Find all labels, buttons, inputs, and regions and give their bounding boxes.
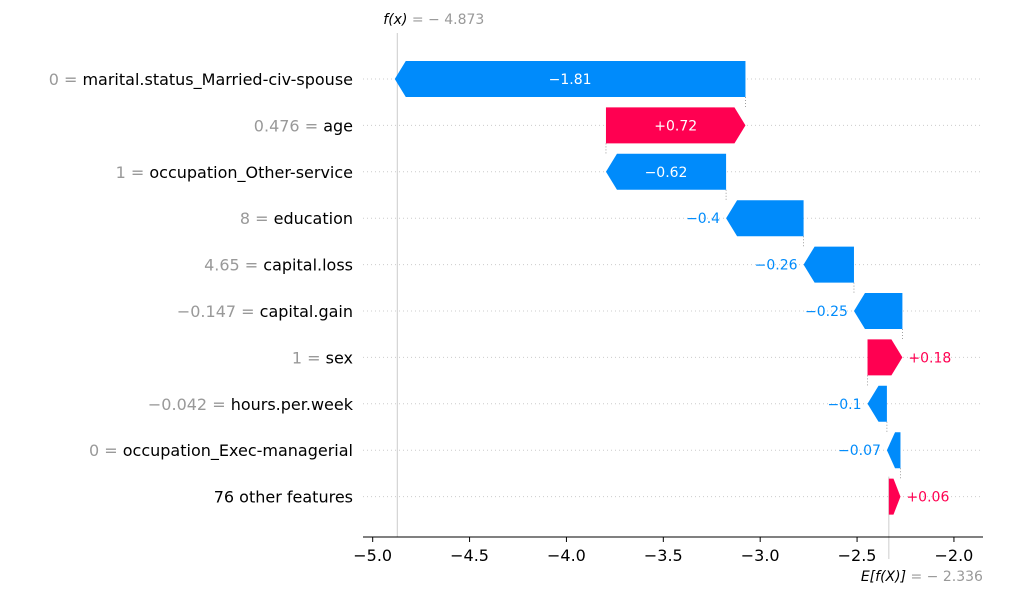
base-value-symbol: E[f(X)] <box>861 569 906 585</box>
fx-label-symbol: f(x) <box>383 12 407 28</box>
feature-label: 4.65 = capital.loss <box>204 256 353 275</box>
feature-labels: 0 = marital.status_Married-civ-spouse 0.4… <box>49 70 354 507</box>
feature-name: capital.gain <box>260 302 353 321</box>
feature-label: 1 = occupation_Other-service <box>116 163 353 183</box>
bar-positive <box>605 107 746 144</box>
contribution-bars: −1.81 +0.72 −0.62 −0.4 −0.26 −0.25 +0.18 −0.1 −0… <box>394 61 951 515</box>
feature-value: 4.65 = <box>204 256 263 275</box>
bar-negative <box>853 293 903 329</box>
x-tick-label: −3.0 <box>741 546 780 565</box>
feature-value: 0 = <box>89 441 123 460</box>
bar-negative <box>803 246 854 283</box>
feature-name: sex <box>326 348 353 367</box>
feature-value: −0.147 = <box>177 302 260 321</box>
x-tick-label: −3.5 <box>644 546 683 565</box>
feature-name: hours.per.week <box>231 395 354 414</box>
bar-value-label: −0.1 <box>828 397 862 413</box>
x-tick-label: −2.0 <box>935 546 974 565</box>
fx-label-value: = − 4.873 <box>407 12 484 28</box>
feature-value: 0 = <box>49 70 83 89</box>
feature-value: 0.476 = <box>254 116 323 135</box>
feature-name: 76 other features <box>214 488 353 507</box>
feature-value: −0.042 = <box>148 395 231 414</box>
x-tick-label: −4.0 <box>547 546 586 565</box>
bar-value-label: +0.72 <box>654 118 697 134</box>
bar-negative <box>605 153 727 190</box>
bar-positive <box>888 478 901 515</box>
bar-value-label: +0.06 <box>906 490 949 506</box>
feature-value: 8 = <box>240 209 274 228</box>
bar-positive <box>867 339 903 376</box>
x-tick-label: −4.5 <box>450 546 489 565</box>
feature-name: marital.status_Married-civ-spouse <box>82 70 353 90</box>
feature-label: 8 = education <box>240 209 353 228</box>
base-value-number: = − 2.336 <box>906 569 983 585</box>
bar-value-label: −0.25 <box>805 304 848 320</box>
feature-label: 1 = sex <box>292 348 353 367</box>
bar-value-label: −0.62 <box>645 165 688 181</box>
feature-label: −0.147 = capital.gain <box>177 302 353 321</box>
feature-label: 0 = marital.status_Married-civ-spouse <box>49 70 353 90</box>
bar-value-label: −0.07 <box>838 443 881 459</box>
bar-value-label: −0.26 <box>755 258 798 274</box>
bar-value-label: −1.81 <box>549 72 592 88</box>
x-tick-label: −5.0 <box>353 546 392 565</box>
feature-label: 0.476 = age <box>254 116 353 135</box>
feature-name: occupation_Exec-managerial <box>123 441 353 461</box>
bar-negative <box>726 200 804 237</box>
bar-negative <box>394 61 746 97</box>
feature-label: −0.042 = hours.per.week <box>148 395 354 414</box>
feature-label: 76 other features <box>214 488 353 507</box>
feature-value: 1 = <box>292 348 326 367</box>
feature-name: occupation_Other-service <box>149 163 353 183</box>
fx-label: f(x) = − 4.873 <box>383 12 484 28</box>
bar-negative <box>867 385 887 422</box>
feature-name: capital.loss <box>263 256 353 275</box>
feature-label: 0 = occupation_Exec-managerial <box>89 441 353 461</box>
bar-negative <box>886 432 901 469</box>
bar-value-label: −0.4 <box>686 211 720 227</box>
feature-value: 1 = <box>116 163 150 182</box>
x-axis: f(x) = − 4.873 −5.0 −4.5 −4.0 −3.5 −3.0 −2.5 −2… <box>353 12 983 585</box>
feature-name: education <box>274 209 353 228</box>
x-tick-label: −2.5 <box>838 546 877 565</box>
base-value-label: E[f(X)] = − 2.336 <box>861 569 983 585</box>
feature-name: age <box>323 116 353 135</box>
bar-value-label: +0.18 <box>908 350 951 366</box>
